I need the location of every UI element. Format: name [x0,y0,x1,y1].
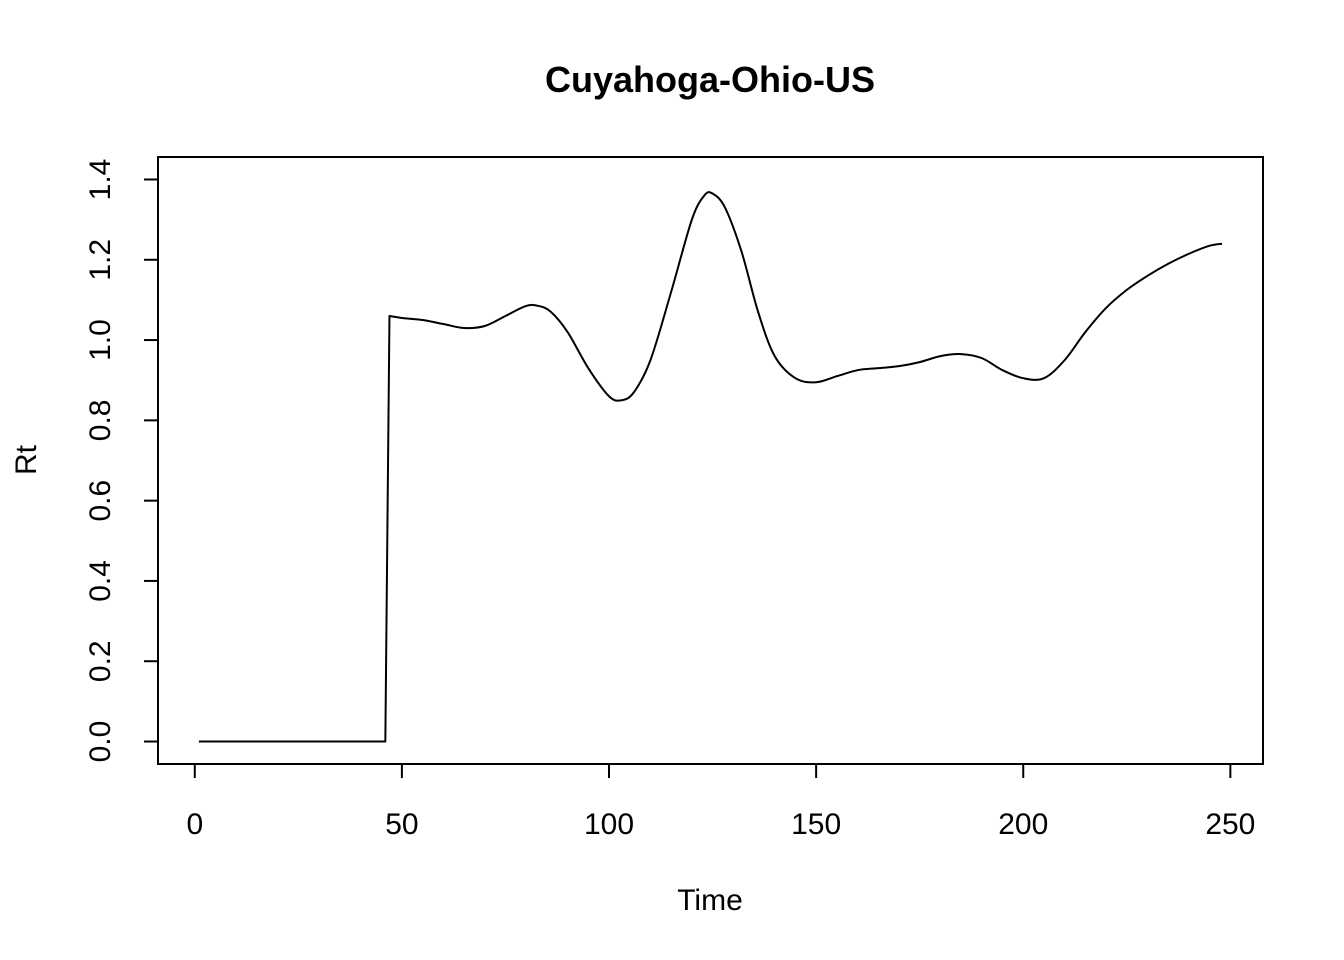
x-tick-label: 250 [1205,808,1255,841]
y-tick-label: 0.8 [84,399,117,441]
x-axis-label: Time [677,884,743,917]
x-tick-label: 100 [584,808,634,841]
y-axis: 0.0 0.2 0.4 0.6 0.8 1.0 1.2 1.4 [84,159,159,763]
y-tick-label: 0.0 [84,721,117,763]
y-tick-label: 0.4 [84,560,117,602]
x-tick-label: 0 [186,808,203,841]
y-axis-label: Rt [10,444,43,475]
y-tick-label: 0.6 [84,480,117,522]
x-tick-label: 50 [385,808,418,841]
series-layer [198,191,1223,743]
y-tick-label: 1.2 [84,239,117,281]
series-line-rt [198,191,1223,743]
x-tick-label: 150 [791,808,841,841]
plot-frame [157,156,1264,765]
x-tick-label: 200 [998,808,1048,841]
chart-title: Cuyahoga-Ohio-US [545,59,875,100]
x-axis: 0 50 100 150 200 250 [186,763,1255,841]
y-tick-label: 0.2 [84,640,117,682]
y-tick-label: 1.0 [84,319,117,361]
y-tick-label: 1.4 [84,159,117,201]
